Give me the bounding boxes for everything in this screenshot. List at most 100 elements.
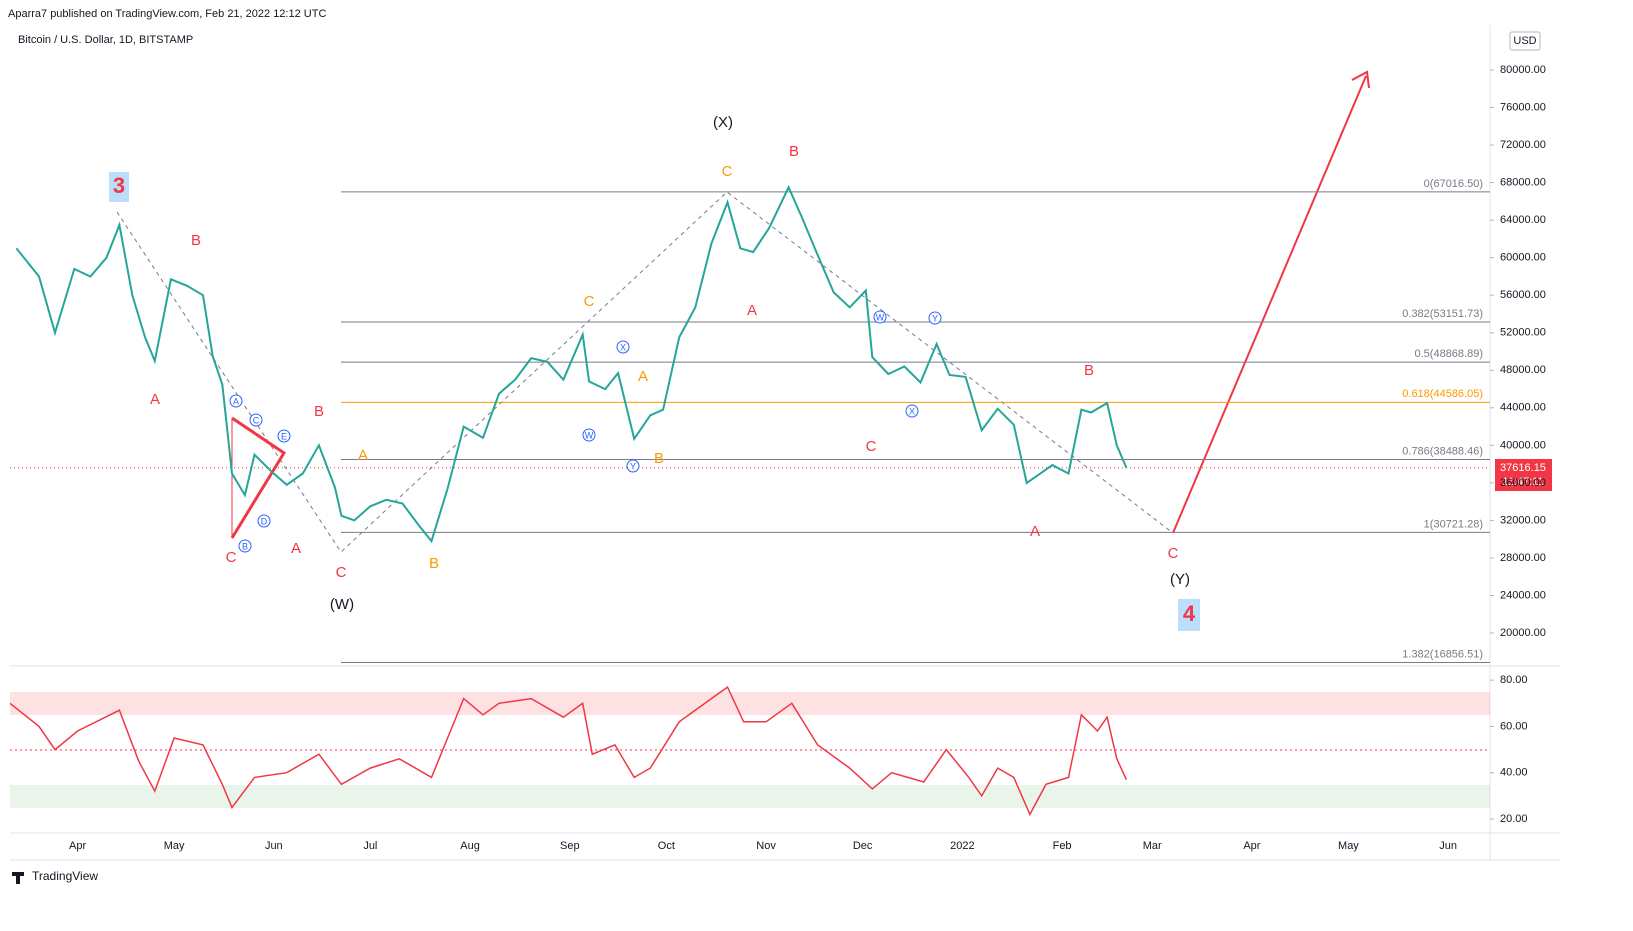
x-tick-label: May	[164, 840, 185, 852]
y-tick-label: 52000.00	[1500, 327, 1546, 339]
wave-label: (W)	[330, 596, 354, 613]
x-tick-label: Feb	[1053, 840, 1072, 852]
wave-label: A	[358, 447, 368, 464]
wave-circle	[873, 310, 887, 324]
last-price: 37616.15	[1500, 462, 1546, 474]
wave-label: C	[226, 549, 237, 566]
y-tick-label: 60.00	[1500, 720, 1528, 732]
price-line	[15, 184, 1128, 544]
projection-arrow	[1172, 75, 1367, 534]
triangle	[230, 416, 287, 539]
wave-label-minor: Y	[630, 461, 636, 471]
wave-label: B	[191, 232, 201, 249]
wave-label: C	[584, 293, 595, 310]
wave-label-minor: A	[233, 396, 239, 406]
brand: TradingView	[32, 869, 98, 883]
symbol-title: Bitcoin / U.S. Dollar, 1D, BITSTAMP	[18, 34, 193, 46]
wave-circle	[905, 404, 919, 418]
countdown: 11:47:11	[1502, 476, 1543, 488]
wave-label-minor: W	[876, 312, 885, 322]
y-tick-label: 32000.00	[1500, 514, 1546, 526]
fib-label: 0.618(44586.05)	[1402, 388, 1483, 400]
currency: USD	[1513, 35, 1536, 47]
wave-circle	[582, 428, 596, 442]
wave-label-minor: C	[253, 415, 260, 425]
wave-trendline	[116, 191, 1174, 553]
x-tick-label: Jun	[1439, 840, 1457, 852]
wave-circle	[229, 394, 243, 408]
wave-label: (Y)	[1170, 571, 1190, 588]
x-tick-label: Aug	[460, 840, 480, 852]
last-price-box	[1495, 459, 1552, 491]
x-tick-label: Sep	[560, 840, 580, 852]
y-tick-label: 40.00	[1500, 767, 1528, 779]
wave-label-minor: E	[281, 431, 287, 441]
fib-label: 0(67016.50)	[1424, 178, 1483, 190]
wave-label: B	[654, 450, 664, 467]
wave-label: B	[1084, 362, 1094, 379]
x-tick-label: Dec	[853, 840, 873, 852]
wave-label-minor: W	[585, 430, 594, 440]
y-tick-label: 80.00	[1500, 674, 1528, 686]
y-tick-label: 40000.00	[1500, 439, 1546, 451]
x-tick-label: May	[1338, 840, 1359, 852]
drawings	[116, 70, 1370, 553]
oversold-band	[10, 785, 1490, 808]
byline: Aparra7 published on TradingView.com, Fe…	[8, 8, 326, 20]
fib-label: 1(30721.28)	[1424, 518, 1483, 530]
fib-label: 0.382(53151.73)	[1402, 308, 1483, 320]
y-tick-label: 68000.00	[1500, 177, 1546, 189]
y-tick-label: 20.00	[1500, 813, 1528, 825]
y-tick-label: 80000.00	[1500, 64, 1546, 76]
y-tick-label: 72000.00	[1500, 139, 1546, 151]
x-tick-label: Nov	[756, 840, 776, 852]
x-tick-label: 2022	[950, 840, 974, 852]
y-tick-label: 60000.00	[1500, 252, 1546, 264]
x-tick-label: Jun	[265, 840, 283, 852]
y-tick-label: 20000.00	[1500, 627, 1546, 639]
fib-label: 1.382(16856.51)	[1402, 648, 1483, 660]
wave-label: B	[314, 403, 324, 420]
overbought-band	[10, 692, 1490, 715]
wave-circle	[238, 539, 252, 553]
wave-label: B	[429, 555, 439, 572]
wave-label: (X)	[713, 114, 733, 131]
wave-box	[1178, 599, 1200, 631]
y-tick-label: 24000.00	[1500, 589, 1546, 601]
x-tick-label: Apr	[1243, 840, 1260, 852]
fib-label: 0.786(38488.46)	[1402, 445, 1483, 457]
wave-label-minor: Y	[932, 313, 938, 323]
currency-box[interactable]	[1509, 31, 1541, 51]
wave-label: 3	[113, 173, 125, 198]
y-tick-label: 44000.00	[1500, 402, 1546, 414]
wave-label: A	[1030, 523, 1040, 540]
wave-label: B	[789, 143, 799, 160]
x-tick-label: Jul	[363, 840, 377, 852]
y-tick-label: 64000.00	[1500, 214, 1546, 226]
wave-circle	[928, 311, 942, 325]
wave-circle	[249, 413, 263, 427]
y-tick-label: 28000.00	[1500, 552, 1546, 564]
rsi-line	[9, 685, 1128, 817]
wave-label-minor: X	[909, 406, 915, 416]
wave-label: A	[747, 302, 757, 319]
wave-label: C	[1168, 545, 1179, 562]
wave-circle	[277, 429, 291, 443]
y-tick-label: 56000.00	[1500, 289, 1546, 301]
wave-label: C	[722, 163, 733, 180]
wave-label-minor: B	[242, 541, 248, 551]
wave-label: C	[866, 438, 877, 455]
wave-label-minor: D	[261, 516, 268, 526]
y-tick-label: 36000.00	[1500, 477, 1546, 489]
wave-label: A	[291, 540, 301, 557]
wave-label: C	[336, 564, 347, 581]
y-tick-label: 76000.00	[1500, 101, 1546, 113]
arrow-head	[1351, 70, 1370, 89]
fib-label: 0.5(48868.89)	[1415, 348, 1484, 360]
wave-circle	[616, 340, 630, 354]
y-tick-label: 48000.00	[1500, 364, 1546, 376]
wave-label: A	[150, 391, 160, 408]
